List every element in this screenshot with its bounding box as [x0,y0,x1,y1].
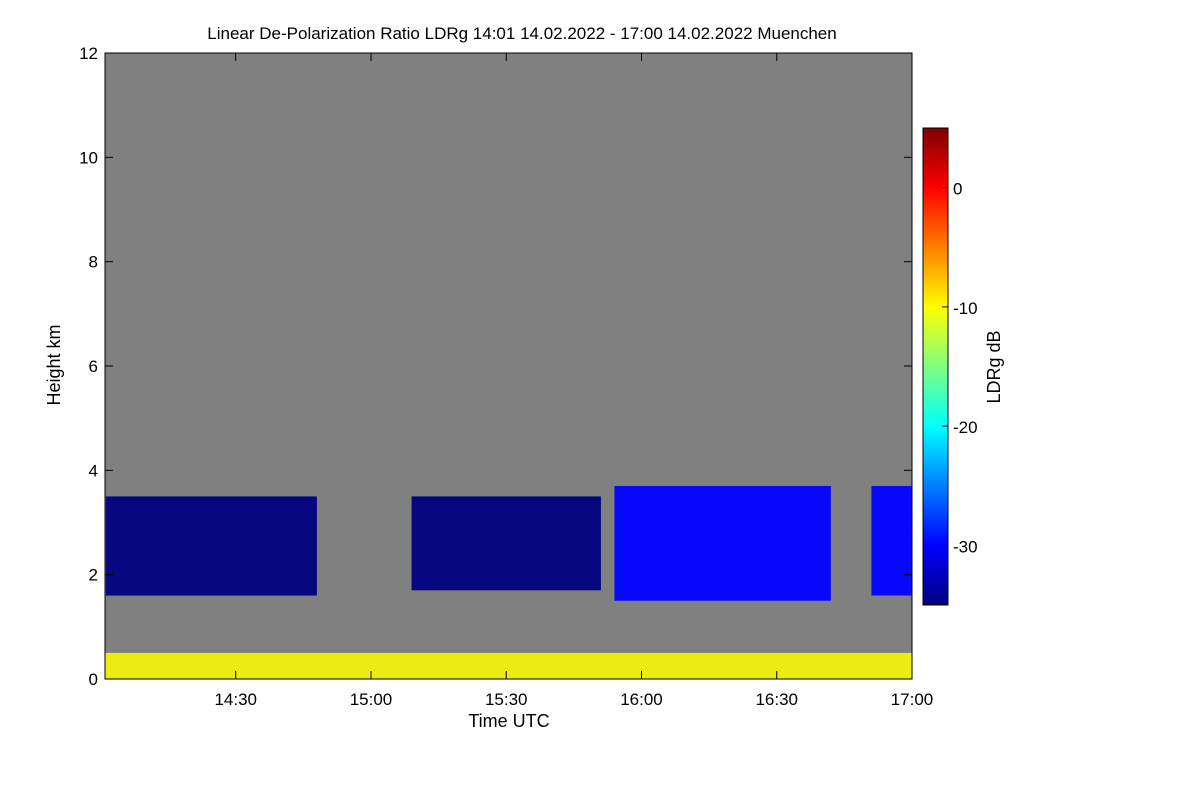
colorbar-tick-label: -30 [953,537,978,556]
data-layer [105,485,912,679]
plot-area [104,52,913,680]
boundary-layer [105,652,912,679]
y-axis-label: Height km [44,324,64,405]
x-tick-label: 15:00 [350,690,393,709]
y-tick-label: 8 [89,253,98,272]
colorbar: 0 -10 -20 -30 LDRg dB [922,127,1004,606]
cloud-layer-1 [105,496,317,596]
x-tick-label: 16:30 [755,690,798,709]
cloud-layer-3 [614,485,831,601]
x-tick-label: 14:30 [214,690,257,709]
x-axis: 14:30 15:00 15:30 16:00 16:30 17:00 [214,53,933,709]
x-axis-label: Time UTC [468,711,549,731]
y-tick-label: 10 [79,148,98,167]
cloud-layer-4 [871,485,912,596]
colorbar-tick-label: 0 [953,180,962,199]
y-tick-label: 12 [79,44,98,63]
y-tick-label: 0 [89,670,98,689]
chart-title: Linear De-Polarization Ratio LDRg 14:01 … [207,24,836,43]
colorbar-tick-label: -20 [953,418,978,437]
x-tick-label: 16:00 [620,690,663,709]
y-tick-label: 4 [89,461,98,480]
y-tick-label: 6 [89,357,98,376]
colorbar-gradient [922,127,949,606]
x-tick-label: 15:30 [485,690,528,709]
colorbar-ticks: 0 -10 -20 -30 [942,180,978,556]
y-tick-label: 2 [89,566,98,585]
cloud-layer-2 [411,496,601,591]
y-axis: 0 2 4 6 8 10 12 [79,44,912,689]
colorbar-label: LDRg dB [984,330,1004,403]
x-tick-label: 17:00 [891,690,934,709]
colorbar-tick-label: -10 [953,299,978,318]
